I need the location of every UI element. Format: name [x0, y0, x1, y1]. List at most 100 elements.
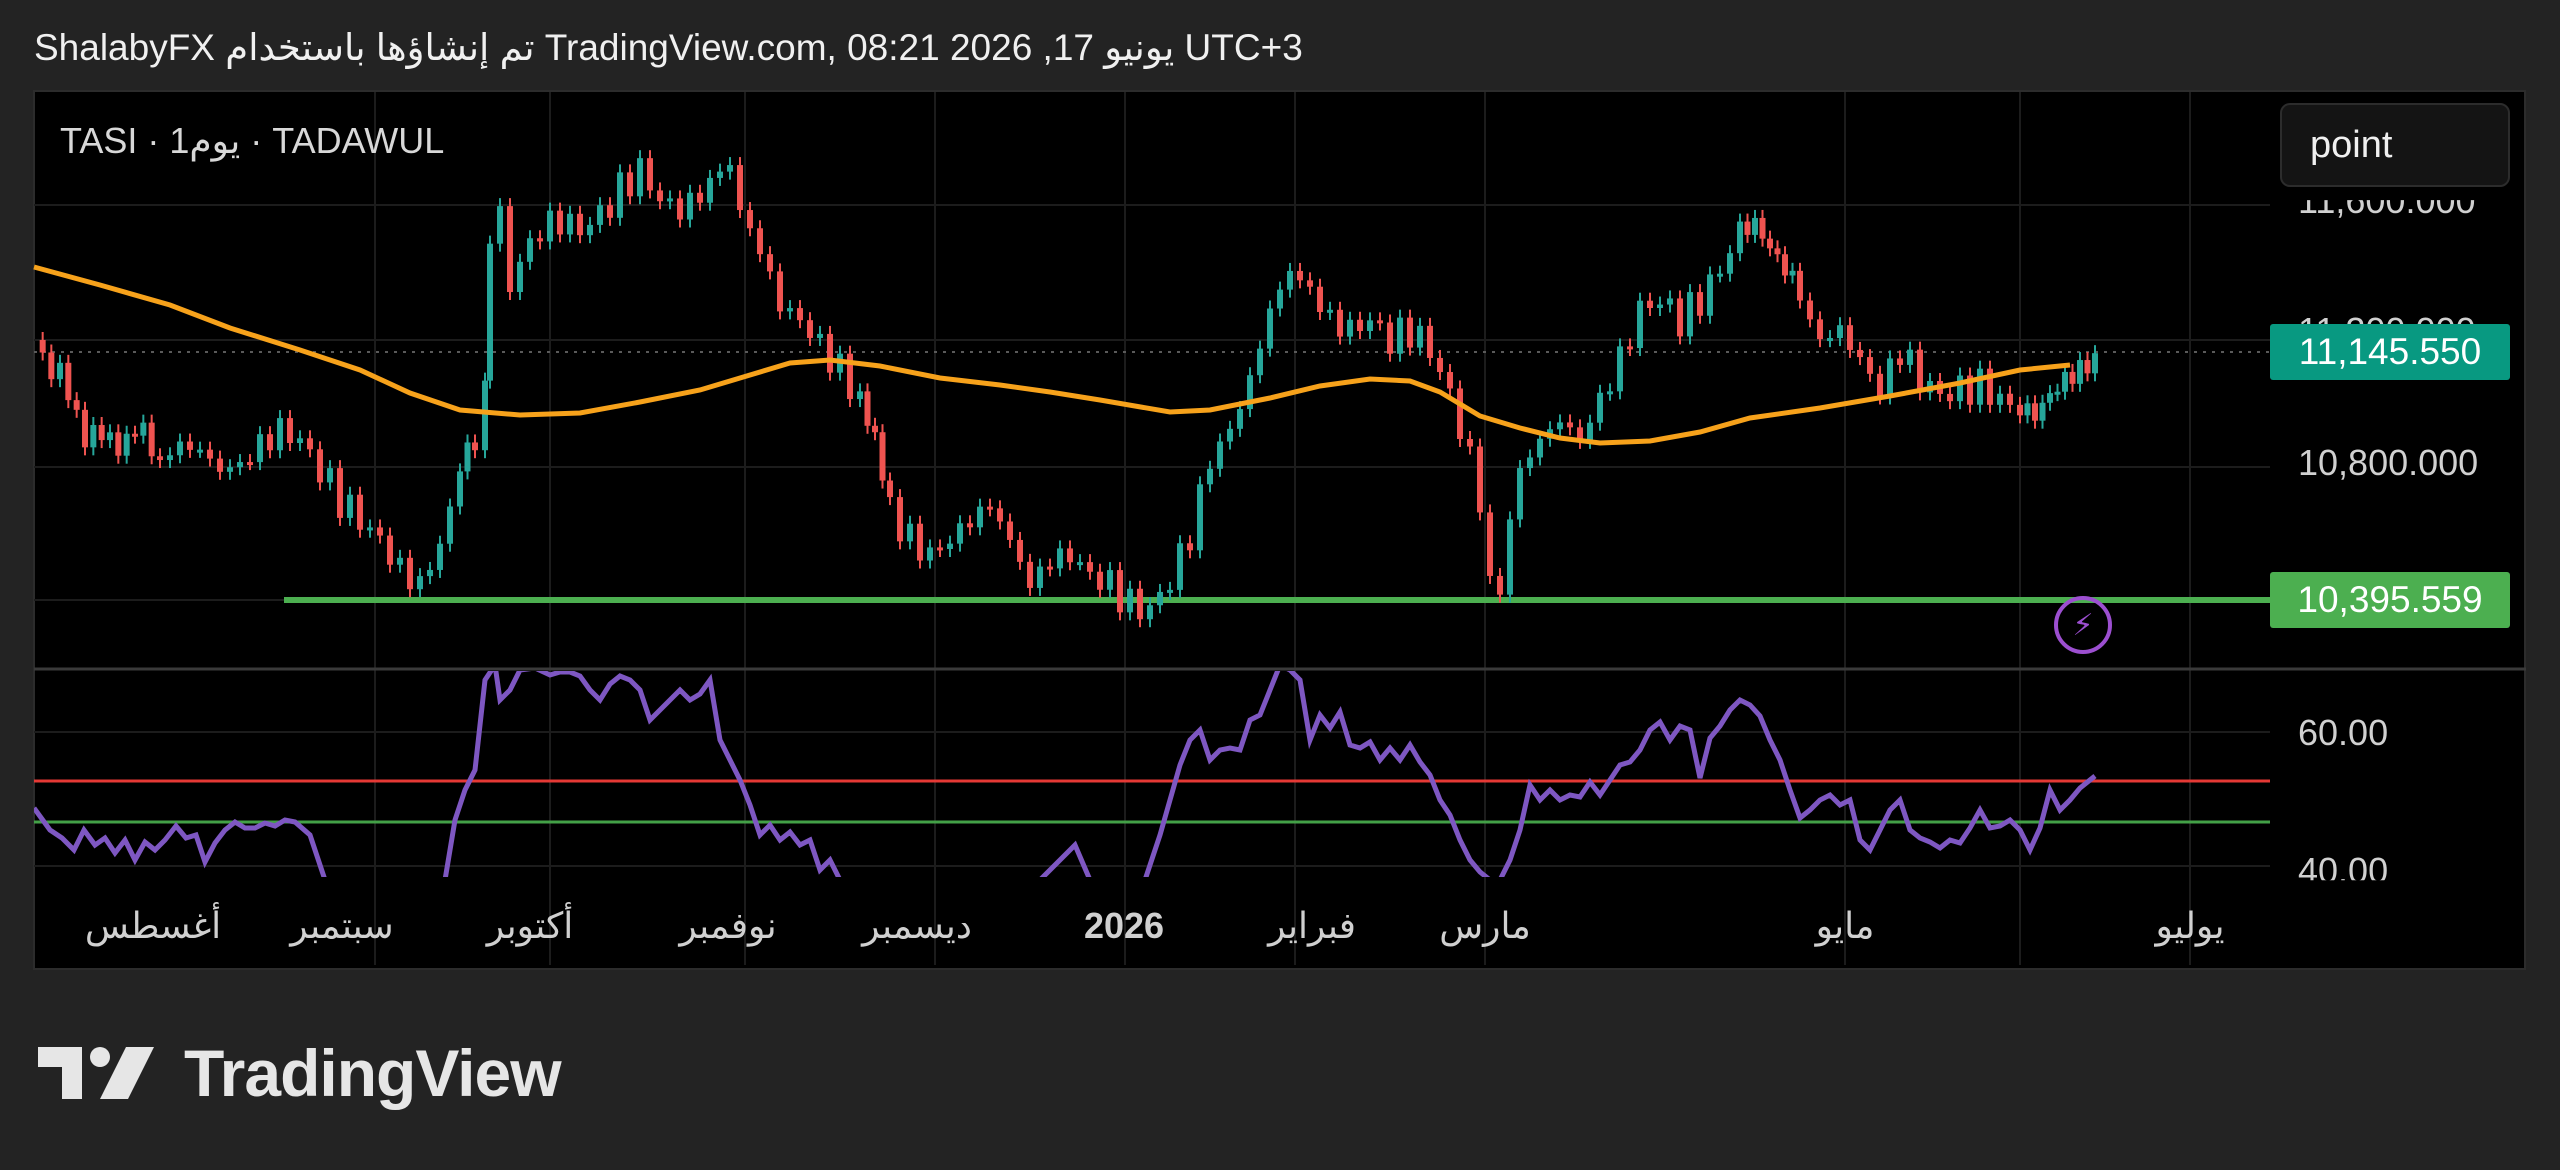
candle-body	[879, 432, 886, 481]
candle-body	[1067, 548, 1073, 563]
candle-body	[2084, 360, 2091, 374]
candle-body	[337, 468, 343, 518]
candle-body	[1437, 357, 1443, 373]
candle-body	[1027, 561, 1033, 588]
candle-body	[1897, 358, 1903, 365]
candle-body	[2017, 404, 2023, 416]
tradingview-brand[interactable]: TradingView	[38, 1035, 562, 1111]
candle-body	[1744, 221, 1751, 235]
candle-body	[1387, 322, 1393, 354]
candle-body	[257, 434, 263, 463]
candle-body	[1657, 304, 1663, 309]
candle-body	[437, 543, 443, 570]
time-axis-label: أغسطس	[84, 905, 222, 946]
candle-body	[827, 333, 833, 373]
candle-body	[1752, 217, 1758, 235]
candle-body	[1267, 308, 1273, 349]
candle-body	[777, 271, 783, 312]
candle-body	[98, 425, 105, 441]
candle-body	[65, 362, 72, 401]
lightning-icon[interactable]: ⚡	[2054, 596, 2112, 654]
candle-body	[187, 441, 193, 450]
time-axis-label: ديسمبر	[862, 905, 972, 946]
candle-body	[627, 172, 633, 197]
candle-body	[1347, 319, 1353, 337]
candle-body	[1217, 441, 1223, 469]
candle-body	[1227, 428, 1233, 442]
candle-body	[1417, 325, 1423, 348]
candle-body	[717, 171, 723, 178]
candle-body	[1057, 548, 1063, 569]
candle-body	[617, 172, 623, 218]
candle-body	[1497, 575, 1503, 595]
candlestick-series	[39, 150, 2098, 628]
candle-body	[464, 442, 471, 472]
candle-body	[1467, 438, 1473, 447]
candle-body	[1617, 346, 1623, 392]
candle-body	[1307, 280, 1313, 287]
candle-body	[1407, 317, 1413, 348]
candle-body	[677, 198, 683, 220]
candle-body	[787, 308, 793, 312]
candle-body	[637, 158, 643, 197]
candle-body	[277, 418, 283, 451]
candle-body	[1997, 393, 2003, 405]
candle-body	[887, 480, 893, 498]
candle-body	[1177, 543, 1183, 590]
candle-body	[1037, 566, 1043, 588]
candle-body	[1727, 253, 1733, 274]
candle-body	[1077, 562, 1083, 566]
candle-body	[567, 213, 573, 235]
scale-mode-button[interactable]: point	[2280, 103, 2510, 187]
candle-body	[1127, 588, 1133, 613]
candle-body	[48, 352, 55, 380]
candle-body	[2032, 403, 2038, 421]
candle-body	[2077, 360, 2083, 384]
candle-body	[1917, 349, 1923, 393]
candle-body	[1257, 348, 1263, 376]
candle-body	[2054, 391, 2061, 395]
candle-body	[1567, 422, 1573, 428]
candle-body	[1517, 468, 1523, 520]
candle-body	[1797, 270, 1803, 301]
candle-body	[1277, 289, 1283, 309]
candle-body	[1987, 368, 1993, 405]
candle-body	[1047, 566, 1053, 570]
candle-body	[1717, 273, 1723, 277]
candle-body	[607, 205, 613, 218]
candle-body	[1697, 292, 1703, 316]
candle-body	[1097, 571, 1103, 590]
candle-body	[2024, 403, 2031, 416]
candle-body	[1677, 298, 1683, 337]
time-axis-label: فبراير	[1268, 905, 1356, 946]
candle-body	[297, 438, 303, 444]
candle-body	[197, 449, 203, 453]
candle-body	[1877, 373, 1883, 397]
candle-body	[140, 422, 147, 436]
time-axis-label: مايو	[1815, 905, 1875, 946]
candle-body	[367, 527, 373, 531]
candle-body	[1187, 543, 1193, 551]
candle-body	[377, 527, 383, 536]
candle-body	[1207, 468, 1213, 485]
candle-body	[307, 438, 313, 450]
candle-body	[1627, 346, 1633, 350]
candle-body	[1287, 270, 1293, 290]
time-axis-label: نوفمبر	[679, 905, 777, 946]
candle-body	[327, 468, 333, 483]
price-axis-label: 11,600.000	[2298, 180, 2476, 221]
candle-body	[817, 333, 823, 338]
candle-body	[1487, 512, 1493, 576]
candle-body	[1782, 254, 1788, 276]
candle-body	[577, 213, 583, 236]
candle-body	[1357, 319, 1363, 332]
candle-body	[1707, 274, 1713, 316]
candle-body	[1377, 320, 1383, 324]
candle-body	[1687, 292, 1693, 337]
candle-body	[357, 494, 363, 530]
candle-body	[1607, 391, 1613, 395]
candle-body	[1367, 320, 1373, 332]
time-axis-label: مارس	[1439, 905, 1531, 946]
candle-body	[872, 425, 878, 433]
